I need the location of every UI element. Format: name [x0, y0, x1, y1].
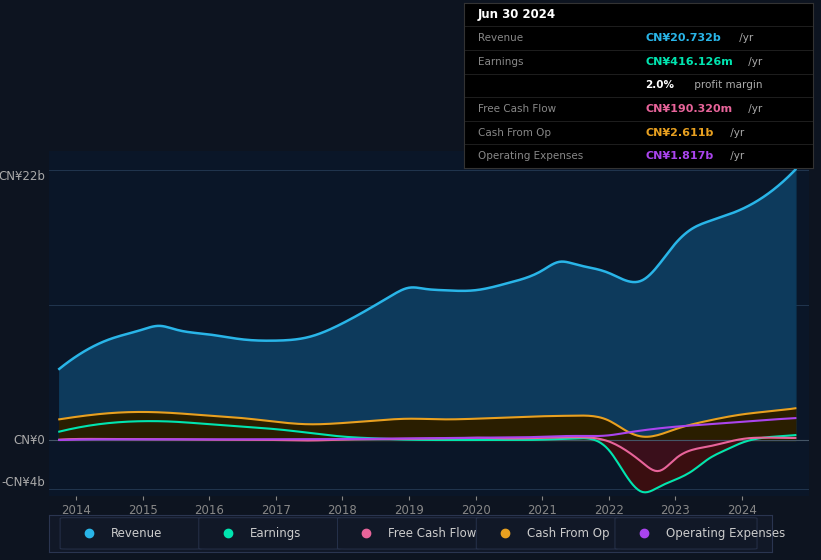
FancyBboxPatch shape [337, 518, 479, 549]
Text: CN¥190.320m: CN¥190.320m [645, 104, 732, 114]
Text: Jun 30 2024: Jun 30 2024 [478, 8, 556, 21]
Text: CN¥2.611b: CN¥2.611b [645, 128, 713, 138]
FancyBboxPatch shape [615, 518, 757, 549]
Text: Free Cash Flow: Free Cash Flow [478, 104, 556, 114]
Text: Earnings: Earnings [250, 527, 300, 540]
Text: /yr: /yr [745, 57, 762, 67]
Text: CN¥22b: CN¥22b [0, 170, 45, 183]
Text: Operating Expenses: Operating Expenses [478, 151, 583, 161]
Text: CN¥20.732b: CN¥20.732b [645, 33, 721, 43]
Text: CN¥0: CN¥0 [14, 434, 45, 447]
FancyBboxPatch shape [60, 518, 202, 549]
Text: Cash From Op: Cash From Op [478, 128, 551, 138]
Text: Earnings: Earnings [478, 57, 523, 67]
Text: CN¥416.126m: CN¥416.126m [645, 57, 733, 67]
Text: Operating Expenses: Operating Expenses [666, 527, 785, 540]
Text: Cash From Op: Cash From Op [527, 527, 609, 540]
Text: /yr: /yr [727, 128, 745, 138]
Text: profit margin: profit margin [690, 81, 762, 90]
Text: /yr: /yr [745, 104, 762, 114]
Text: 2.0%: 2.0% [645, 81, 674, 90]
Text: CN¥1.817b: CN¥1.817b [645, 151, 713, 161]
Text: -CN¥4b: -CN¥4b [2, 477, 45, 489]
Text: /yr: /yr [736, 33, 754, 43]
FancyBboxPatch shape [476, 518, 618, 549]
Text: /yr: /yr [727, 151, 745, 161]
Text: Revenue: Revenue [111, 527, 162, 540]
Text: Revenue: Revenue [478, 33, 523, 43]
Text: Free Cash Flow: Free Cash Flow [388, 527, 476, 540]
FancyBboxPatch shape [199, 518, 341, 549]
